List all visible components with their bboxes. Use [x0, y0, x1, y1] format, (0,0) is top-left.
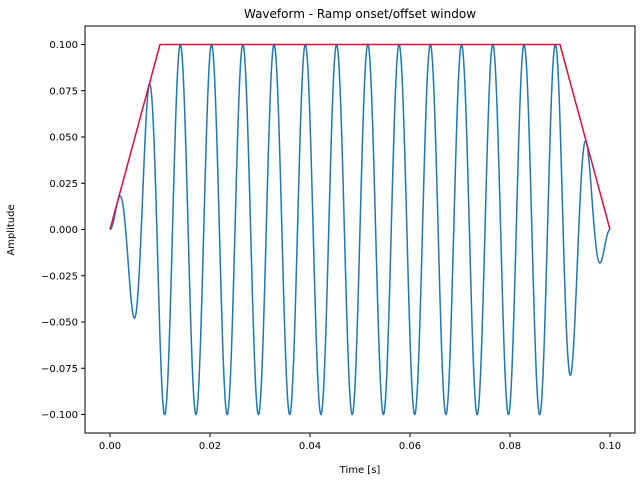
chart-title: Waveform - Ramp onset/offset window: [244, 7, 476, 21]
y-tick-label: −0.025: [41, 271, 78, 282]
y-tick-label: 0.100: [49, 40, 78, 51]
envelope-line: [109, 43, 611, 230]
y-tick-label: 0.000: [49, 225, 78, 236]
x-tick-label: 0.02: [199, 441, 221, 452]
x-tick-label: 0.06: [399, 441, 421, 452]
y-axis-label: Amplitude: [6, 204, 17, 255]
x-axis-label: Time [s]: [339, 465, 381, 476]
y-tick-label: 0.050: [49, 133, 78, 144]
waveform-line: [109, 43, 611, 416]
plot-area: [109, 43, 611, 416]
y-tick-label: 0.025: [49, 179, 78, 190]
x-axis: 0.00 0.02 0.04 0.06 0.08 0.10: [99, 433, 621, 452]
y-tick-label: −0.050: [41, 318, 78, 329]
y-tick-label: −0.075: [41, 364, 78, 375]
x-tick-label: 0.08: [499, 441, 521, 452]
x-tick-label: 0.04: [299, 441, 321, 452]
x-tick-label: 0.10: [599, 441, 621, 452]
y-axis: −0.100 −0.075 −0.050 −0.025 0.000 0.025 0.050 0…: [41, 40, 85, 421]
y-tick-label: −0.100: [41, 410, 78, 421]
x-tick-label: 0.00: [99, 441, 121, 452]
y-tick-label: 0.075: [49, 86, 78, 97]
